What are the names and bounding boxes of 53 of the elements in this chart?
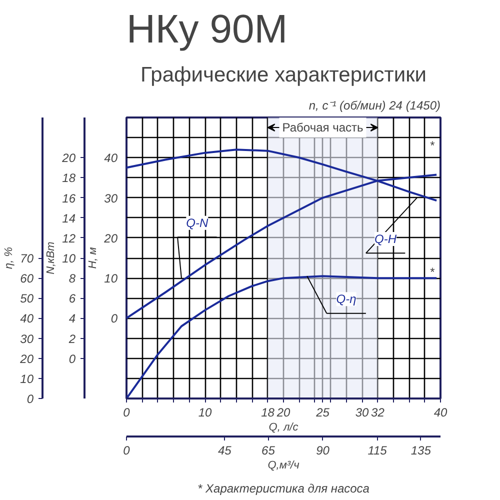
x-tick-label: 20 xyxy=(276,406,290,420)
y-tick-label: 10 xyxy=(104,272,118,286)
y2-tick-label: 10 xyxy=(62,252,76,266)
y2-axis-title: N,кВт xyxy=(45,242,58,274)
y3-tick-label: 30 xyxy=(20,332,34,346)
x2-tick-label: 0 xyxy=(123,444,130,458)
y3-axis-title: η, % xyxy=(3,246,16,269)
y-tick-label: 20 xyxy=(103,231,118,246)
text: * Характеристика для насоса xyxy=(198,482,370,496)
y3-tick-label: 10 xyxy=(20,372,34,386)
y3-tick-label: 0 xyxy=(26,392,34,406)
text: Q-H xyxy=(374,232,397,246)
y2-tick-label: 0 xyxy=(68,352,76,366)
x-tick-label: 25 xyxy=(315,406,330,420)
x-tick-label: 18 xyxy=(261,406,275,420)
x2-tick-label: 65 xyxy=(262,444,276,458)
y-tick-label: 40 xyxy=(104,151,118,166)
annotation: * xyxy=(430,265,436,280)
x-axis-title: Q, л/с xyxy=(268,422,299,434)
x2-tick-label: 90 xyxy=(316,444,330,458)
y2-tick-label: 18 xyxy=(62,171,76,186)
y2-tick-label: 4 xyxy=(68,312,76,326)
y2-tick-label: 20 xyxy=(61,151,76,166)
text: n, с⁻¹ (об/мин) 24 (1450) xyxy=(308,98,441,112)
y-axis-title: H, м xyxy=(87,246,100,269)
y3-tick-label: 50 xyxy=(20,292,34,306)
x2-tick-label: 115 xyxy=(368,444,388,458)
x-tick-label: 32 xyxy=(371,406,385,420)
x-tick-label: 0 xyxy=(123,406,130,420)
x-tick-label: 10 xyxy=(198,406,212,420)
y2-tick-label: 12 xyxy=(62,231,76,246)
text: Q-N xyxy=(186,216,208,230)
y2-tick-label: 2 xyxy=(68,332,76,346)
band-label: Рабочая часть xyxy=(282,120,364,135)
y-tick-label: 30 xyxy=(104,191,118,206)
y2-tick-label: 16 xyxy=(62,191,76,206)
y3-tick-label: 60 xyxy=(20,272,34,286)
y3-tick-label: 70 xyxy=(20,252,34,266)
y2-tick-label: 14 xyxy=(62,211,76,226)
chart-title: НКу 90М xyxy=(126,8,288,52)
y-tick-label: 0 xyxy=(110,312,118,326)
x2-axis-title: Q,м³/ч xyxy=(268,460,300,472)
annotation: * xyxy=(430,138,436,153)
x2-tick-label: 45 xyxy=(218,444,232,458)
y2-tick-label: 8 xyxy=(68,272,76,286)
y2-tick-label: 6 xyxy=(68,292,76,306)
y3-tick-label: 40 xyxy=(20,312,34,326)
x2-tick-label: 135 xyxy=(410,444,432,458)
series-label: Q-η xyxy=(336,292,357,306)
x-tick-label: 30 xyxy=(355,406,369,420)
chart-subtitle: Графические характеристики xyxy=(140,64,427,86)
x-tick-label: 40 xyxy=(434,406,448,420)
y3-tick-label: 20 xyxy=(19,352,34,366)
